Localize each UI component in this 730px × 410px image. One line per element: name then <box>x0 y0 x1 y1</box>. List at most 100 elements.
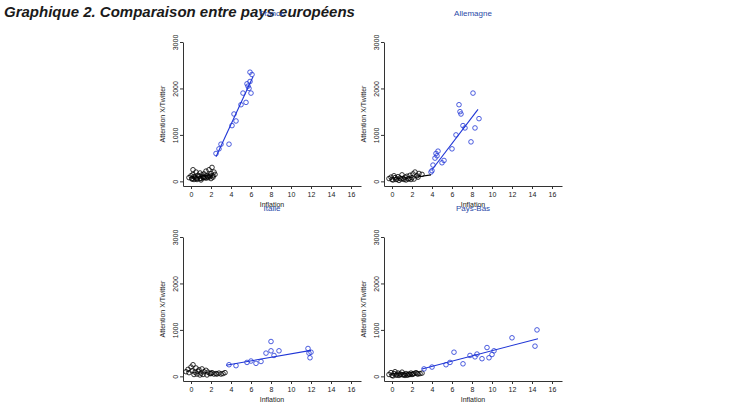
y-tick-mark <box>180 283 183 284</box>
x-tick-label: 16 <box>549 191 557 198</box>
y-axis-title: Attention X/Twitter <box>360 280 367 337</box>
x-tick: 12 <box>308 381 316 393</box>
y-axis: 0 1000 2000 3000 <box>373 230 385 382</box>
plot-area <box>387 328 540 379</box>
x-tick: 8 <box>270 381 274 393</box>
point <box>473 126 478 131</box>
x-tick-mark <box>311 186 312 189</box>
y-tick-label: 3000 <box>373 230 380 246</box>
x-tick-label: 12 <box>509 191 517 198</box>
x-tick: 6 <box>451 381 455 393</box>
y-tick-mark <box>180 330 183 331</box>
x-tick: 16 <box>549 381 557 393</box>
x-tick-mark <box>271 381 272 384</box>
x-axis-line <box>385 381 563 382</box>
panel-title: Allemagne <box>454 9 492 18</box>
point <box>277 349 282 354</box>
x-tick-label: 0 <box>190 191 194 198</box>
x-axis-title: Inflation <box>260 396 285 403</box>
x-tick-mark <box>552 381 553 384</box>
point <box>191 167 196 172</box>
y-tick-label: 0 <box>172 180 179 184</box>
x-tick-mark <box>291 381 292 384</box>
x-tick-mark <box>191 186 192 189</box>
y-axis-line <box>183 43 184 187</box>
y-tick: 1000 <box>373 128 384 144</box>
x-tick-label: 16 <box>549 386 557 393</box>
x-tick: 12 <box>308 186 316 198</box>
point <box>485 345 490 350</box>
x-tick: 8 <box>270 186 274 198</box>
y-axis-title: Attention X/Twitter <box>159 85 166 142</box>
x-tick-label: 14 <box>529 386 537 393</box>
x-tick-label: 8 <box>471 386 475 393</box>
x-tick-label: 12 <box>509 386 517 393</box>
fit-line <box>432 109 478 169</box>
x-tick: 16 <box>348 381 356 393</box>
point <box>211 173 216 178</box>
x-tick: 16 <box>549 186 557 198</box>
x-tick-mark <box>412 381 413 384</box>
x-tick-mark <box>392 381 393 384</box>
x-tick: 4 <box>431 381 435 393</box>
y-axis-line <box>183 238 184 382</box>
x-tick-label: 2 <box>210 386 214 393</box>
x-tick-mark <box>311 381 312 384</box>
point <box>215 372 220 377</box>
point <box>227 142 232 147</box>
y-tick-mark <box>180 42 183 43</box>
y-tick-mark <box>381 42 384 43</box>
x-tick-mark <box>432 381 433 384</box>
x-tick-mark <box>532 186 533 189</box>
x-tick: 10 <box>288 186 296 198</box>
y-tick: 0 <box>373 180 384 184</box>
figure: Graphique 2. Comparaison entre pays euro… <box>0 0 730 410</box>
x-tick: 2 <box>210 186 214 198</box>
x-tick: 12 <box>509 381 517 393</box>
y-tick-label: 0 <box>373 375 380 379</box>
x-tick-label: 8 <box>270 386 274 393</box>
y-tick-label: 2000 <box>373 276 380 292</box>
y-tick-label: 1000 <box>373 323 380 339</box>
point <box>510 336 515 341</box>
y-tick: 0 <box>172 375 183 379</box>
y-tick: 1000 <box>172 323 183 339</box>
x-tick-mark <box>211 381 212 384</box>
x-tick-mark <box>452 381 453 384</box>
y-tick-mark <box>381 88 384 89</box>
x-tick-mark <box>472 186 473 189</box>
x-tick: 2 <box>411 381 415 393</box>
x-tick: 4 <box>431 186 435 198</box>
x-tick-mark <box>231 381 232 384</box>
point <box>477 116 482 121</box>
y-tick: 1000 <box>373 323 384 339</box>
y-tick-mark <box>381 237 384 238</box>
point <box>435 154 440 159</box>
x-axis: 0246810121416 <box>385 381 563 393</box>
plot-area <box>187 70 255 182</box>
y-tick-label: 0 <box>172 375 179 379</box>
y-tick-label: 2000 <box>172 276 179 292</box>
x-tick-label: 16 <box>348 386 356 393</box>
y-tick: 3000 <box>172 230 183 246</box>
x-tick-label: 6 <box>451 191 455 198</box>
x-axis-title: Inflation <box>461 396 486 403</box>
x-tick: 16 <box>348 186 356 198</box>
x-tick: 6 <box>451 186 455 198</box>
panel: Allemagne02468101214160100020003000Infla… <box>360 9 563 208</box>
point <box>535 328 540 333</box>
x-tick: 10 <box>489 186 497 198</box>
x-tick: 12 <box>509 186 517 198</box>
point <box>457 102 462 107</box>
x-tick-label: 2 <box>210 191 214 198</box>
page-title: Graphique 2. Comparaison entre pays euro… <box>4 3 355 20</box>
y-tick-mark <box>381 330 384 331</box>
x-tick-mark <box>452 186 453 189</box>
point <box>195 372 200 377</box>
point <box>234 119 239 124</box>
y-tick-mark <box>180 88 183 89</box>
point <box>442 158 447 163</box>
x-tick-mark <box>492 186 493 189</box>
point <box>461 362 466 367</box>
point <box>195 177 200 182</box>
